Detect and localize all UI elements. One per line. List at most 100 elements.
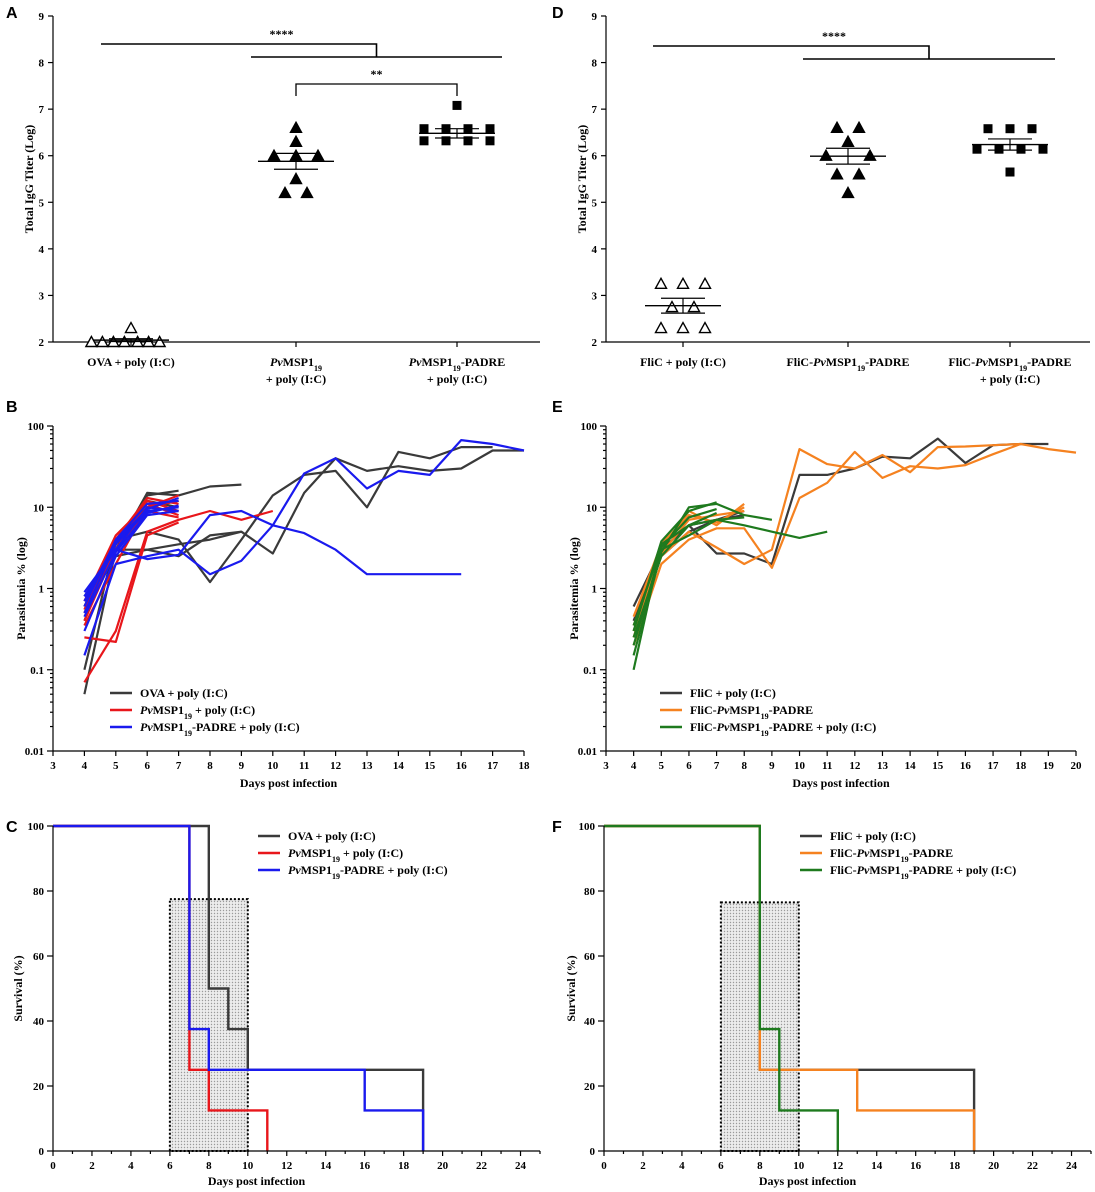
- significance-label: ****: [822, 29, 846, 43]
- legend-label: FliC-PvMSP119-PADRE: [830, 846, 953, 864]
- y-axis-title: Total IgG Titer (Log): [575, 125, 589, 234]
- series-line: [83, 449, 524, 695]
- y-tick-label: 20: [33, 1081, 45, 1093]
- x-tick-label: 22: [476, 1160, 488, 1172]
- x-tick-label: 6: [144, 760, 150, 772]
- y-tick-label: 4: [39, 244, 45, 256]
- data-point: [698, 276, 712, 289]
- chart-e: E 0.01 0.1 1 10 100 3 4 5 6 7 8 9 10 11 12 13 14 15 16 17 18 1…: [552, 399, 1082, 790]
- data-point: [1005, 124, 1015, 134]
- legend-label: PvMSP119-PADRE + poly (I:C): [288, 863, 448, 881]
- data-point: [852, 120, 866, 133]
- y-axis-title: Survival (%): [564, 955, 578, 1021]
- data-point: [289, 134, 303, 147]
- chart-d: D 2 3 4 5 6 7 8 9 Total IgG Titer (Log) FliC + pol…: [552, 5, 1090, 386]
- data-point: [654, 321, 668, 334]
- panel-letter: E: [552, 399, 563, 416]
- y-axis-title: Survival (%): [11, 955, 25, 1021]
- legend-label: FliC-PvMSP119-PADRE + poly (I:C): [690, 720, 876, 738]
- y-axis-title: Total IgG Titer (Log): [22, 125, 36, 234]
- x-tick-label: 16: [456, 760, 468, 772]
- y-tick-label: 7: [592, 104, 598, 116]
- x-axis-title: Days post infection: [792, 776, 890, 790]
- y-tick-label: 4: [592, 244, 598, 256]
- x-tick-label: 7: [714, 760, 720, 772]
- x-tick-label: 14: [905, 760, 917, 772]
- data-point: [300, 186, 314, 199]
- data-point: [419, 136, 429, 146]
- data-point: [289, 120, 303, 133]
- x-tick-label: 10: [242, 1160, 254, 1172]
- x-tick-label: 8: [741, 760, 747, 772]
- x-tick-label: 12: [330, 760, 342, 772]
- x-tick-label: 16: [960, 760, 972, 772]
- data-point: [841, 134, 855, 147]
- x-tick-label: 18: [949, 1160, 961, 1172]
- x-tick-label: 7: [176, 760, 182, 772]
- data-point: [95, 335, 110, 348]
- y-tick-label: 9: [39, 11, 45, 23]
- x-category-label: OVA + poly (I:C): [87, 355, 175, 369]
- y-tick-label: 60: [584, 951, 596, 963]
- series-line: [632, 511, 718, 638]
- y-axis-title: Parasitemia % (log): [14, 537, 28, 640]
- data-point: [676, 321, 690, 334]
- x-tick-label: 4: [82, 760, 88, 772]
- data-point: [819, 148, 833, 161]
- x-category-label: + poly (I:C): [427, 372, 487, 386]
- x-tick-label: 6: [718, 1160, 724, 1172]
- y-tick-label: 6: [592, 151, 598, 163]
- data-point: [863, 148, 877, 161]
- y-tick-label: 100: [579, 821, 596, 833]
- legend-label: FliC-PvMSP119-PADRE + poly (I:C): [830, 863, 1016, 881]
- panel-letter: C: [6, 819, 18, 836]
- x-category-label: FliC-PvMSP119-PADRE: [786, 355, 909, 373]
- x-tick-label: 14: [871, 1160, 883, 1172]
- data-point: [841, 186, 855, 199]
- x-tick-label: 17: [988, 760, 1000, 772]
- chart-a: A 2 3 4 5 6 7 8 9 Total IgG Titer (Log) OVA + poly…: [6, 5, 540, 386]
- x-tick-label: 9: [239, 760, 245, 772]
- x-tick-label: 14: [320, 1160, 332, 1172]
- data-point: [152, 335, 167, 348]
- significance-bracket: [653, 45, 1055, 60]
- data-point: [852, 167, 866, 180]
- y-tick-label: 1: [39, 584, 45, 596]
- data-point: [830, 167, 844, 180]
- y-tick-label: 0.01: [578, 746, 597, 758]
- y-tick-label: 0: [590, 1146, 596, 1158]
- x-category-label: PvMSP119-PADRE: [409, 355, 505, 373]
- y-tick-label: 60: [33, 951, 45, 963]
- y-tick-label: 5: [592, 197, 598, 209]
- data-point: [267, 148, 281, 161]
- series-line: [84, 521, 180, 643]
- data-point: [972, 144, 982, 154]
- panel-letter: A: [6, 5, 18, 22]
- x-tick-label: 6: [167, 1160, 173, 1172]
- y-tick-label: 10: [586, 502, 598, 514]
- x-tick-label: 0: [601, 1160, 607, 1172]
- x-tick-label: 4: [631, 760, 637, 772]
- series-line: [604, 824, 839, 1151]
- legend-label: PvMSP119-PADRE + poly (I:C): [140, 720, 300, 738]
- y-tick-label: 2: [592, 337, 598, 349]
- y-axis-title: Parasitemia % (log): [567, 537, 581, 640]
- data-point: [983, 124, 993, 134]
- y-tick-label: 80: [33, 886, 45, 898]
- y-tick-label: 0.1: [583, 665, 597, 677]
- significance-bracket: [101, 43, 502, 58]
- x-tick-label: 15: [424, 760, 436, 772]
- series-line: [83, 509, 274, 683]
- y-tick-label: 20: [584, 1081, 596, 1093]
- legend-label: FliC-PvMSP119-PADRE: [690, 703, 813, 721]
- data-point: [1027, 124, 1037, 134]
- x-tick-label: 13: [877, 760, 889, 772]
- x-tick-label: 10: [267, 760, 279, 772]
- data-point: [311, 148, 325, 161]
- chart-b: B 0.01 0.1 1 10 100 3 4 5 6 7 8 9 10 11 12 13 14 15 16 17 18 D…: [6, 399, 530, 790]
- y-tick-label: 0.1: [30, 665, 44, 677]
- series-line: [632, 518, 828, 671]
- x-category-label: FliC-PvMSP119-PADRE: [948, 355, 1071, 373]
- series-line: [632, 506, 745, 618]
